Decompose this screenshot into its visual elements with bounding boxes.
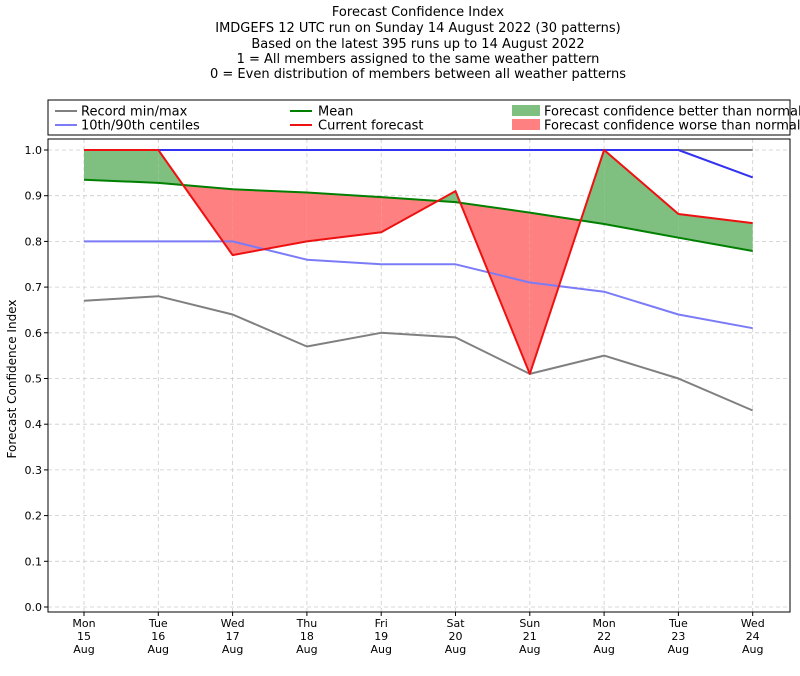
- x-tick-label-3-1: 18: [300, 630, 314, 643]
- x-tick-label-2-0: Wed: [221, 617, 245, 630]
- legend-label-better: Forecast confidence better than normal: [544, 105, 800, 120]
- chart-subtitle-run: IMDGEFS 12 UTC run on Sunday 14 August 2…: [215, 21, 621, 36]
- x-tick-label-8-1: 23: [671, 630, 685, 643]
- fill-worse-3-0: [306, 192, 382, 242]
- x-tick-label-6-0: Sun: [519, 617, 540, 630]
- legend-label-worse: Forecast confidence worse than normal: [544, 119, 800, 134]
- y-tick-label-8: 0.8: [25, 235, 43, 248]
- x-tick-label-2-1: 17: [226, 630, 240, 643]
- x-tick-label-4-1: 19: [374, 630, 388, 643]
- legend-label-current: Current forecast: [318, 119, 424, 134]
- confidence-fills: [84, 150, 753, 374]
- current-forecast-line: [84, 149, 753, 375]
- legend-frame: [47, 99, 791, 136]
- legend-label-record: Record min/max: [81, 105, 188, 120]
- x-tick-label-5-0: Sat: [446, 617, 465, 630]
- mean-line: [83, 178, 753, 252]
- x-tick-label-1-2: Aug: [148, 643, 169, 656]
- chart-subtitle-one: 1 = All members assigned to the same wea…: [236, 52, 600, 67]
- legend: Record min/max 10th/90th centiles Mean C…: [47, 99, 800, 136]
- fill-worse-2-0: [232, 189, 307, 256]
- y-axis-label: Forecast Confidence Index: [5, 300, 19, 459]
- x-tick-label-5-1: 20: [449, 630, 463, 643]
- x-tick-label-2-2: Aug: [222, 643, 243, 656]
- y-tick-label-9: 0.9: [25, 190, 43, 203]
- x-tick-label-7-2: Aug: [593, 643, 614, 656]
- record-min-line: [83, 295, 754, 412]
- x-tick-label-8-2: Aug: [668, 643, 689, 656]
- x-tick-label-0-0: Mon: [72, 617, 95, 630]
- x-tick-label-3-2: Aug: [296, 643, 317, 656]
- x-tick-label-7-0: Mon: [592, 617, 615, 630]
- x-axis-ticks: Mon15AugTue16AugWed17AugThu18AugFri19Aug…: [72, 612, 765, 656]
- x-tick-label-6-1: 21: [523, 630, 537, 643]
- chart-title: Forecast Confidence Index: [331, 5, 505, 20]
- x-tick-label-9-1: 24: [746, 630, 760, 643]
- x-tick-label-9-0: Wed: [741, 617, 765, 630]
- p10-line: [84, 240, 753, 330]
- y-tick-label-1: 0.1: [25, 555, 43, 568]
- p90-line: [84, 149, 754, 179]
- y-axis-ticks: 0.0 0.1 0.2 0.3 0.4 0.5 0.6 0.7 0.8 0.9 1.0: [25, 144, 48, 614]
- series-lines: [83, 149, 754, 412]
- x-tick-label-3-0: Thu: [296, 617, 318, 630]
- legend-label-centiles: 10th/90th centiles: [81, 119, 200, 134]
- y-tick-label-3: 0.3: [25, 464, 43, 477]
- legend-label-mean: Mean: [318, 105, 353, 120]
- legend-swatch-worse: [512, 119, 540, 130]
- x-tick-label-5-2: Aug: [445, 643, 466, 656]
- fill-better-7-0: [604, 150, 679, 238]
- y-tick-label-0: 0.0: [25, 601, 43, 614]
- x-tick-label-4-2: Aug: [370, 643, 391, 656]
- y-tick-label-4: 0.4: [25, 418, 43, 431]
- x-tick-label-0-2: Aug: [73, 643, 94, 656]
- x-tick-label-1-1: 16: [151, 630, 165, 643]
- y-tick-label-10: 1.0: [25, 144, 43, 157]
- x-tick-label-0-1: 15: [77, 630, 91, 643]
- legend-swatch-better: [512, 105, 540, 116]
- grid-lines: [48, 139, 790, 612]
- x-tick-label-8-0: Tue: [668, 617, 688, 630]
- x-tick-label-1-0: Tue: [148, 617, 168, 630]
- x-tick-label-4-0: Fri: [375, 617, 388, 630]
- x-tick-label-9-2: Aug: [742, 643, 763, 656]
- x-tick-label-7-1: 22: [597, 630, 611, 643]
- plot-frame: [47, 138, 791, 613]
- y-tick-label-6: 0.6: [25, 327, 43, 340]
- fill-better-0-0: [84, 150, 159, 183]
- fill-better-8-0: [678, 214, 753, 251]
- x-tick-label-6-2: Aug: [519, 643, 540, 656]
- y-tick-label-7: 0.7: [25, 281, 43, 294]
- chart-subtitle-zero: 0 = Even distribution of members between…: [209, 67, 627, 82]
- y-tick-label-2: 0.2: [25, 510, 43, 523]
- chart-subtitle-runs: Based on the latest 395 runs up to 14 Au…: [251, 37, 585, 52]
- y-tick-label-5: 0.5: [25, 373, 43, 386]
